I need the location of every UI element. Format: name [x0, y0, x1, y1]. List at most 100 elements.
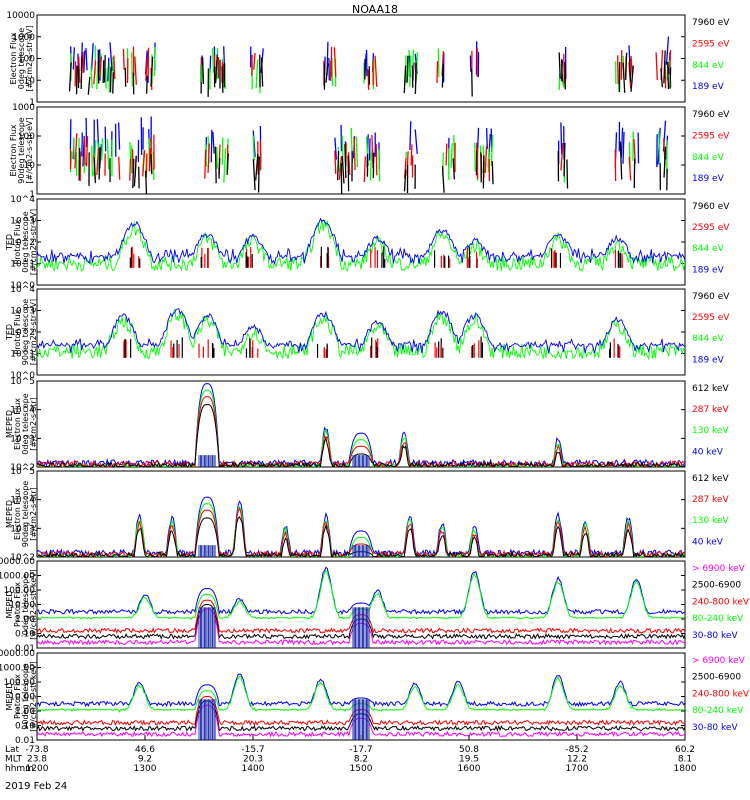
flux-bar: [336, 150, 340, 181]
flux-bar: [214, 146, 217, 184]
flux-bar: [252, 159, 256, 191]
flux-bar: [210, 129, 213, 163]
flux-bar: [630, 65, 634, 92]
y-tick-label: 10^0: [10, 281, 35, 291]
flux-bar: [334, 150, 337, 175]
flux-bar: [223, 148, 227, 183]
flux-bar: [620, 127, 624, 158]
panel-2: 1 10 100 1000 Electron Flux 90deg telescope [#…: [9, 103, 730, 200]
flux-bar: [78, 147, 81, 181]
flux-bar: [133, 156, 137, 187]
panel-4: 10^0 10^1 10^2 10^3 10^4 TED Proton Flux 90deg …: [5, 285, 730, 381]
x-row-label: hhmm: [5, 764, 34, 774]
data-marks: [37, 307, 685, 361]
flux-bar: [74, 133, 78, 169]
legend-entry: 30-80 keV: [692, 631, 738, 641]
y-tick-label: 0.01: [15, 644, 35, 654]
flux-bar: [221, 66, 224, 93]
y-tick-label: 10: [24, 76, 36, 86]
flux-bar: [113, 55, 116, 80]
y-tick-label: 10: [24, 161, 36, 171]
y-axis-label: Proton Flux: [13, 309, 22, 354]
panel-7: 0.01 0.10 1.00 10.00 100.00 1000.00 10000.00 ME…: [0, 557, 750, 654]
x-tick-label: -73.8: [25, 745, 49, 755]
flux-bar: [558, 52, 561, 79]
legend-entry: 844 eV: [692, 153, 725, 163]
flux-bar: [93, 157, 97, 184]
y-tick-label: 1: [29, 98, 35, 108]
legend-entry: 189 eV: [692, 174, 725, 184]
legend-entry: 612 keV: [692, 474, 729, 484]
data-marks: [37, 566, 685, 648]
y-tick-label: 100.00: [4, 678, 36, 688]
y-axis-label: 90deg telescope: [21, 481, 30, 548]
y-tick-label: 1000.00: [0, 664, 35, 674]
data-marks: [37, 496, 685, 557]
flux-bar: [491, 160, 494, 185]
flux-bar: [218, 158, 221, 179]
flux-bar: [622, 62, 626, 93]
x-tick-label: 50.8: [459, 745, 479, 755]
flux-bar: [660, 68, 663, 88]
flux-bar: [629, 58, 632, 82]
legend-entry: 7960 eV: [692, 18, 730, 28]
legend-entry: 2595 eV: [692, 223, 730, 233]
flux-bar: [414, 129, 418, 154]
flux-bar: [129, 158, 132, 181]
flux-bar: [207, 143, 210, 173]
flux-bar: [153, 46, 156, 77]
flux-bar: [122, 48, 125, 70]
flux-bar: [667, 62, 670, 89]
x-tick-label: -17.7: [349, 745, 372, 755]
flux-bar: [85, 48, 88, 71]
flux-bar: [374, 55, 378, 87]
legend-entry: 7960 eV: [692, 202, 730, 212]
flux-bar: [109, 42, 113, 71]
x-tick-label: 8.1: [678, 755, 692, 765]
flux-bar: [252, 135, 255, 161]
flux-bar: [212, 131, 215, 154]
legend-entry: 7960 eV: [692, 292, 730, 302]
flux-bar: [83, 137, 86, 166]
legend-entry: 40 keV: [692, 537, 724, 547]
legend-entry: 189 eV: [692, 355, 725, 365]
flux-bar: [409, 121, 412, 150]
flux-bar: [257, 156, 260, 193]
data-marks: [37, 217, 685, 273]
flux-bar: [566, 159, 569, 189]
plot-title: NOAA18: [352, 3, 398, 16]
y-tick-label: 1: [29, 190, 35, 200]
flux-bar: [486, 128, 488, 149]
flux-bar: [68, 62, 72, 92]
flux-bar: [441, 166, 445, 193]
y-tick-label: 10^3: [10, 217, 35, 227]
x-tick-label: 1400: [242, 764, 265, 774]
flux-bar: [658, 131, 661, 164]
flux-bar: [561, 59, 563, 82]
y-axis-label: 0deg telescope: [17, 28, 26, 89]
panel-8: 0.01 0.10 1.00 10.00 100.00 1000.00 10000.00 ME…: [0, 649, 750, 746]
legend-entry: 80-240 keV: [692, 706, 744, 716]
legend-entry: 240-800 keV: [692, 597, 750, 607]
y-axis-label: [#/cm2-s-str]: [29, 397, 38, 450]
flux-bar: [490, 134, 494, 166]
legend-entry: 130 keV: [692, 426, 729, 436]
flux-bar: [99, 56, 103, 77]
legend-entry: > 6900 keV: [692, 564, 746, 574]
y-tick-label: 1.00: [15, 707, 35, 717]
y-axis-label: MEPED: [5, 410, 14, 438]
y-tick-label: 10^2: [10, 328, 35, 338]
flux-bar: [437, 48, 440, 78]
y-tick-label: 10.00: [9, 693, 35, 703]
flux-bar: [83, 50, 86, 73]
y-axis-label: 0deg telescope: [21, 393, 30, 454]
legend-entry: 844 eV: [692, 334, 725, 344]
x-tick-label: 1300: [134, 764, 157, 774]
flux-bar: [205, 144, 208, 167]
flux-bar: [145, 153, 148, 178]
legend-entry: 40 keV: [692, 447, 724, 457]
flux-bar: [452, 158, 455, 180]
flux-bar: [619, 141, 623, 180]
date-label: 2019 Feb 24: [5, 781, 67, 792]
panel-5: 10^2 10^3 10^4 10^5 MEPED Electron Flux 0deg t…: [5, 377, 729, 473]
